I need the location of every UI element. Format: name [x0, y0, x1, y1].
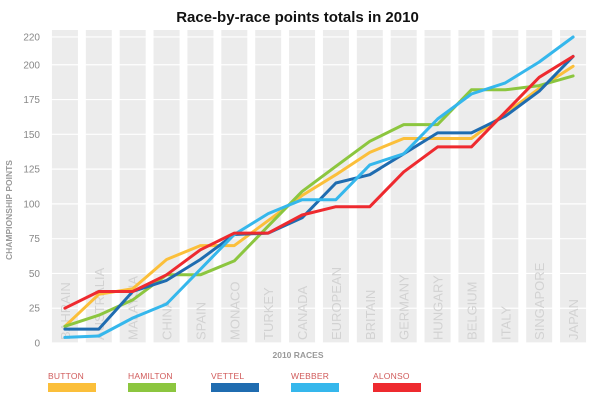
series-line-alonso: [63, 54, 575, 310]
x-tick-label: JAPAN: [566, 299, 581, 340]
x-tick-label: AUSTRALIA: [92, 267, 107, 340]
y-tick-label: 200: [23, 60, 40, 71]
y-tick-label: 100: [23, 199, 40, 210]
y-axis-label: CHAMPIONSHIP POINTS: [4, 160, 14, 260]
race-column-band: [322, 30, 349, 343]
legend-swatch: [373, 383, 421, 392]
legend-label: HAMILTON: [128, 371, 173, 381]
y-tick-label: 175: [23, 95, 40, 106]
race-column-band: [51, 30, 78, 343]
legend-swatch: [211, 383, 259, 392]
legend-item-hamilton: HAMILTON: [128, 371, 178, 392]
race-column-band: [390, 30, 417, 343]
x-tick-label: GERMANY: [397, 274, 412, 340]
x-tick-label: MONACO: [227, 282, 242, 341]
race-column-band: [187, 30, 214, 343]
legend-item-button: BUTTON: [48, 371, 98, 392]
y-tick-label: 125: [23, 165, 40, 176]
x-axis-label: 2010 RACES: [272, 350, 323, 360]
x-tick-label: BRITAIN: [363, 290, 378, 340]
x-tick-label: BELGIUM: [464, 281, 479, 340]
chart-title: Race-by-race points totals in 2010: [176, 9, 419, 26]
x-tick-label: TURKEY: [261, 287, 276, 340]
x-tick-label: ITALY: [498, 305, 513, 340]
legend-item-webber: WEBBER: [291, 371, 341, 392]
y-tick-label: 220: [23, 32, 40, 43]
race-column-band: [356, 30, 383, 343]
y-tick-label: 150: [23, 130, 40, 141]
legend-swatch: [128, 383, 176, 392]
race-column-band: [424, 30, 451, 343]
legend-swatch: [48, 383, 96, 392]
legend-item-vettel: VETTEL: [211, 371, 261, 392]
x-tick-label: HUNGARY: [431, 275, 446, 340]
race-column-band: [560, 30, 587, 343]
y-tick-label: 25: [29, 304, 41, 315]
race-column-band: [153, 30, 180, 343]
legend-swatch: [291, 383, 339, 392]
y-tick-label: 75: [29, 234, 41, 245]
legend-label: BUTTON: [48, 371, 84, 381]
x-tick-label: CANADA: [295, 285, 310, 340]
y-tick-label: 0: [34, 339, 40, 350]
y-tick-label: 50: [29, 269, 41, 280]
legend-label: ALONSO: [373, 371, 410, 381]
legend-label: WEBBER: [291, 371, 330, 381]
series-line-webber: [63, 35, 575, 339]
race-column-band: [221, 30, 248, 343]
x-tick-label: SPAIN: [193, 302, 208, 340]
race-column-band: [458, 30, 485, 343]
race-column-band: [255, 30, 282, 343]
x-tick-label: EUROPEAN: [329, 267, 344, 340]
x-tick-label: BAHRAIN: [58, 282, 73, 340]
legend-label: VETTEL: [211, 371, 245, 381]
x-tick-label: SINGAPORE: [532, 262, 547, 340]
x-tick-label: CHINA: [160, 299, 175, 340]
legend-item-alonso: ALONSO: [373, 371, 423, 392]
